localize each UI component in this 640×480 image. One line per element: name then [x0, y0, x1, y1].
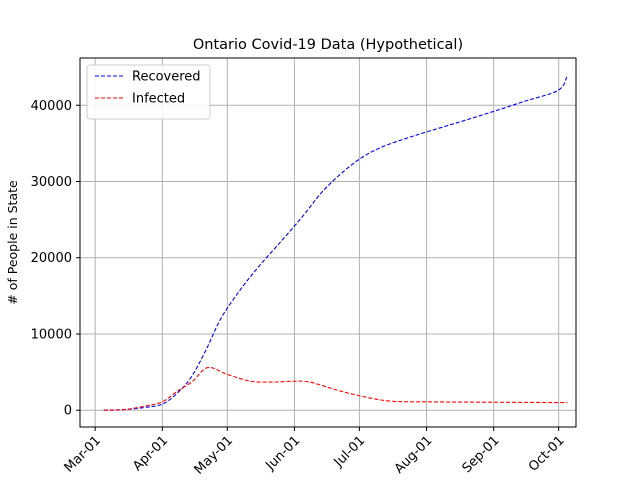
- legend: Recovered Infected: [86, 64, 211, 120]
- series-lines: [103, 74, 568, 411]
- y-tick-label: 30000: [31, 175, 72, 190]
- chart-title: Ontario Covid-19 Data (Hypothetical): [193, 37, 463, 53]
- legend-label-recovered: Recovered: [132, 70, 201, 85]
- legend-label-infected: Infected: [132, 92, 185, 107]
- y-tick-label: 10000: [31, 327, 72, 342]
- series-line-infected: [103, 366, 568, 411]
- series-line-recovered: [103, 74, 568, 411]
- y-tick-label: 40000: [31, 99, 72, 114]
- legend-box: [86, 64, 211, 120]
- plot-area-frame: [79, 57, 577, 428]
- y-tick-label: 0: [64, 404, 72, 419]
- grid: [80, 58, 576, 427]
- y-tick-label: 20000: [31, 251, 72, 266]
- y-axis-label: # of People in State: [5, 180, 20, 305]
